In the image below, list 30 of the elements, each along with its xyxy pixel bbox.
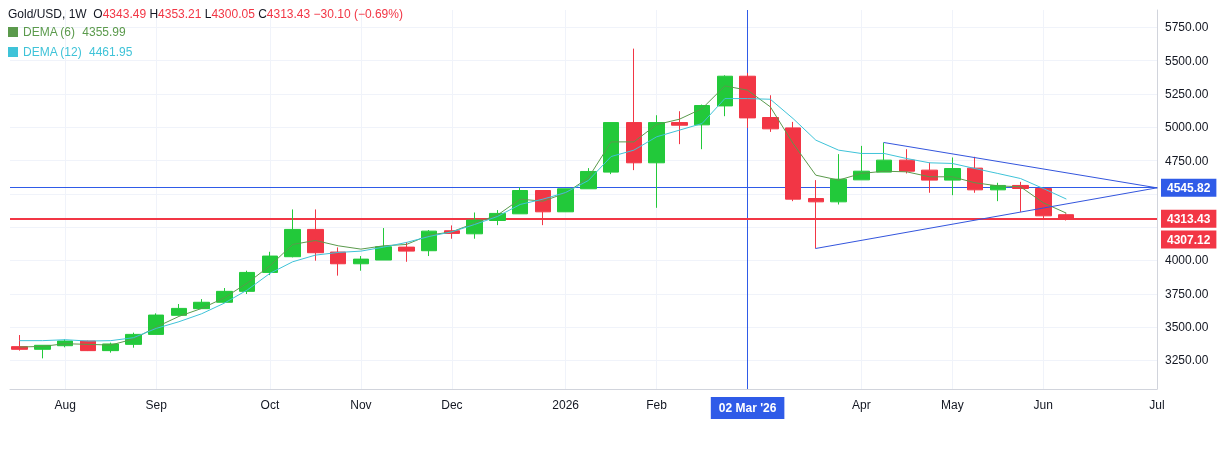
legend-label: DEMA (6) — [23, 25, 82, 39]
y-tick-label: 4000.00 — [1165, 253, 1209, 268]
y-tick-label: 3500.00 — [1165, 320, 1209, 335]
x-tick-label: Aug — [54, 398, 76, 412]
legend-label: DEMA (12) — [23, 45, 89, 59]
x-tick-label: Jul — [1149, 398, 1165, 412]
chart-title: Gold/USD, 1W — [8, 7, 88, 21]
x-tick-label: 2026 — [552, 398, 580, 412]
ref-line-label: 4545.82 — [1167, 180, 1211, 195]
ref-line-label: 4313.43 — [1167, 211, 1211, 226]
chart-subtitle: O4343.49 H4353.21 L4300.05 C4313.43 −30.10 (−0.69%) — [93, 7, 403, 21]
ref-line-label: 4307.12 — [1167, 232, 1211, 247]
x-tick-label: Dec — [441, 398, 463, 412]
ref-line-label: 02 Mar '26 — [718, 401, 777, 415]
y-tick-label: 5250.00 — [1165, 86, 1209, 101]
y-tick-label: 5750.00 — [1165, 20, 1209, 35]
y-tick-label: 3750.00 — [1165, 286, 1209, 301]
x-tick-label: Apr — [851, 398, 871, 412]
y-tick-label: 5000.00 — [1165, 120, 1209, 135]
annotation: 4355.99 — [82, 25, 127, 39]
x-tick-label: Sep — [145, 398, 168, 412]
y-tick-label: 4750.00 — [1165, 153, 1209, 168]
y-tick-label: 3250.00 — [1165, 353, 1209, 368]
x-tick-label: May — [940, 398, 964, 412]
y-tick-label: 5500.00 — [1165, 53, 1209, 68]
x-tick-label: Jun — [1033, 398, 1053, 412]
x-tick-label: Nov — [350, 398, 372, 412]
x-tick-label: Feb — [646, 398, 668, 412]
annotation: 4461.95 — [89, 45, 133, 59]
x-tick-label: Oct — [260, 398, 280, 412]
